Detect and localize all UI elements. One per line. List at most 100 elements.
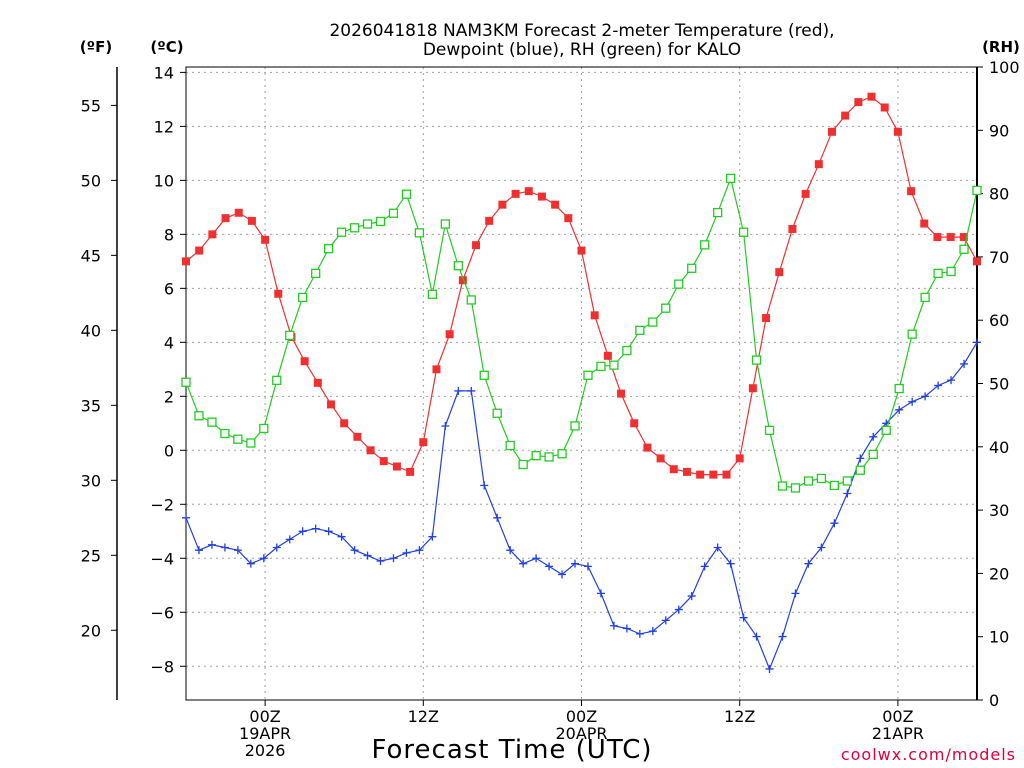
rh-point	[959, 244, 969, 254]
dewpoint-point	[519, 559, 528, 568]
rh-tick-label: 90	[989, 121, 1009, 140]
dewpoint-point	[947, 376, 956, 385]
rh-tick-label: 40	[989, 438, 1009, 457]
dewpoint-point	[246, 559, 255, 568]
dewpoint-point	[635, 629, 644, 638]
rh-point	[194, 411, 204, 421]
dewpoint-point	[869, 432, 878, 441]
chart-subtitle: Dewpoint (blue), RH (green) for KALO	[423, 40, 741, 60]
temperature-point	[208, 230, 217, 239]
rh-point	[700, 240, 710, 250]
grid-layer	[186, 67, 977, 700]
dewpoint-point	[441, 422, 450, 431]
rh-point	[894, 383, 904, 394]
dewpoint-point	[571, 559, 580, 568]
dewpoint-point	[921, 392, 930, 401]
temperature-point	[973, 257, 981, 266]
rh-tick-label: 20	[989, 564, 1009, 583]
temperature-point	[419, 438, 428, 447]
temperature-point	[722, 470, 731, 479]
dewpoint-point	[337, 532, 346, 541]
temperature-point	[748, 384, 757, 393]
rh-point	[868, 449, 878, 460]
temperature-point	[485, 216, 494, 225]
fahrenheit-tick-label: 30	[81, 471, 101, 490]
temperature-point	[775, 268, 784, 277]
rh-point	[777, 481, 788, 491]
rh-tick-label: 100	[989, 58, 1020, 77]
celsius-tick-label: 10	[154, 171, 174, 190]
temperature-point	[959, 233, 968, 242]
temperature-point	[313, 378, 322, 387]
dewpoint-point	[324, 527, 333, 536]
rh-point	[596, 361, 606, 372]
rh-point	[855, 465, 865, 475]
celsius-tick-label: 0	[164, 441, 174, 460]
rh-point	[946, 266, 956, 277]
rh-point	[505, 440, 515, 451]
rh-point	[583, 370, 593, 380]
temperature-point	[511, 189, 520, 198]
temperature-point	[195, 246, 204, 255]
temperature-point	[643, 443, 652, 452]
temperature-point	[682, 467, 691, 476]
rh-point	[453, 261, 463, 271]
rh-point	[272, 375, 282, 385]
dewpoint-point	[311, 524, 320, 533]
dewpoint-point	[739, 613, 748, 622]
temperature-point	[379, 457, 388, 466]
rh-unit-label: (RH)	[982, 38, 1020, 56]
rh-point	[790, 483, 801, 493]
rh-tick-label: 70	[989, 248, 1009, 267]
temperature-point	[920, 219, 929, 228]
dewpoint-point	[493, 513, 502, 522]
rh-point	[816, 473, 827, 484]
temperature-point	[907, 187, 916, 196]
dewpoint-point	[609, 621, 618, 630]
x-tick-label: 00Z	[566, 707, 597, 726]
rh-point	[440, 219, 450, 229]
temperature-point	[498, 200, 507, 209]
rh-point	[311, 268, 321, 279]
rh-point	[298, 292, 308, 303]
x-tick-label: 21APR	[872, 724, 924, 743]
rh-point	[713, 207, 723, 218]
rh-point	[349, 223, 360, 233]
rh-point	[829, 480, 840, 491]
rh-point	[764, 425, 775, 435]
x-tick-label: 19APR	[239, 724, 291, 743]
rh-point	[570, 421, 580, 431]
rh-point	[401, 189, 412, 199]
series-layer	[181, 92, 982, 673]
axes-layer: 20 25 30 35 40 45 50 55 −8 −6 −4 −2 0 2 4 6 8 10 12 14 0 10 20…	[81, 58, 1020, 760]
dewpoint-point	[895, 405, 904, 414]
rh-point	[492, 408, 502, 418]
dewpoint-point	[506, 546, 515, 555]
celsius-tick-label: 8	[164, 225, 174, 244]
fahrenheit-tick-label: 20	[81, 621, 101, 640]
credit-label: coolwx.com/models	[841, 745, 1016, 764]
temperature-point	[432, 365, 441, 374]
x-tick-label: 12Z	[408, 707, 439, 726]
dewpoint-point	[934, 381, 943, 390]
temperature-point	[735, 454, 744, 463]
celsius-tick-label: 2	[164, 387, 174, 406]
rh-point	[544, 452, 554, 462]
temperature-point	[445, 330, 454, 339]
dewpoint-point	[726, 559, 735, 568]
rh-point	[738, 227, 749, 237]
temperature-point	[327, 400, 336, 409]
dewpoint-point	[674, 605, 683, 614]
dewpoint-point	[648, 627, 657, 636]
dewpoint-point	[687, 592, 696, 601]
dewpoint-point	[259, 554, 268, 563]
rh-point	[479, 370, 489, 380]
rh-point	[518, 459, 528, 470]
temperature-point	[590, 311, 599, 320]
rh-point	[972, 185, 982, 196]
temperature-point	[182, 257, 190, 266]
temperature-point	[274, 289, 283, 298]
dewpoint-point	[960, 359, 969, 368]
dewpoint-point	[376, 556, 385, 565]
dewpoint-point	[661, 616, 670, 625]
